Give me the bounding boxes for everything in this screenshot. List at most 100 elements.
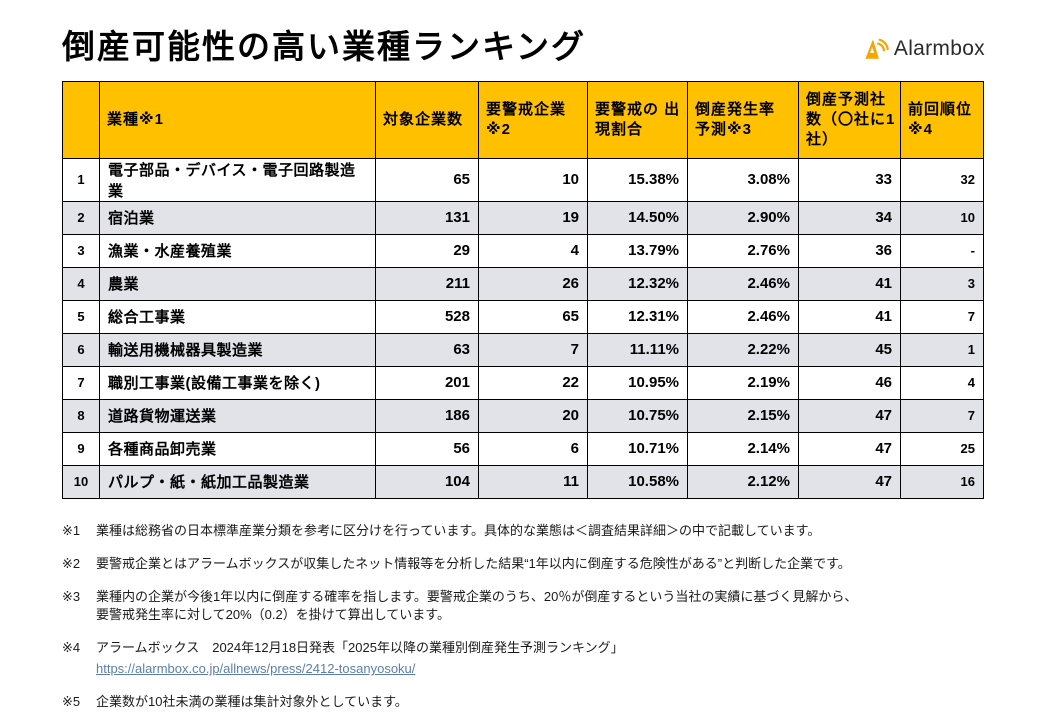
- cell-industry: 漁業・水産養殖業: [99, 233, 376, 268]
- cell-predicted: 33: [798, 157, 901, 202]
- page-header: 倒産可能性の高い業種ランキング Alarmbox: [62, 28, 985, 66]
- footnote-text: 企業数が10社未満の業種は集計対象外としています。: [96, 693, 408, 712]
- cell-rate: 2.15%: [687, 398, 799, 433]
- cell-rank: 7: [62, 365, 100, 400]
- cell-industry: 各種商品卸売業: [99, 431, 376, 466]
- table-row: 6 輸送用機械器具製造業 63 7 11.11% 2.22% 45 1: [62, 332, 984, 367]
- cell-rank: 1: [62, 157, 100, 202]
- cell-ratio: 10.75%: [587, 398, 688, 433]
- cell-companies: 104: [375, 464, 479, 499]
- cell-prev: 25: [900, 431, 984, 466]
- cell-rate: 2.90%: [687, 200, 799, 235]
- footnote-text: 業種内の企業が今後1年以内に倒産する確率を指します。要警戒企業のうち、20％が倒…: [96, 588, 857, 626]
- ranking-table: 業種※1 対象企業数 要警戒企業 ※2 要警戒の 出現割合 倒産発生率 予測※3…: [62, 80, 984, 499]
- footnote-line: 業種内の企業が今後1年以内に倒産する確率を指します。要警戒企業のうち、20％が倒…: [96, 588, 858, 604]
- cell-predicted: 47: [798, 398, 901, 433]
- cell-rate: 2.19%: [687, 365, 799, 400]
- footnote-label: ※5: [62, 694, 81, 709]
- cell-predicted: 41: [798, 299, 901, 334]
- cell-ratio: 12.32%: [587, 266, 688, 301]
- cell-prev: 7: [900, 299, 984, 334]
- cell-predicted: 47: [798, 464, 901, 499]
- footnote-text: 要警戒企業とはアラームボックスが収集したネット情報等を分析した結果“1年以内に倒…: [96, 555, 851, 574]
- header-companies: 対象企業数: [375, 80, 479, 159]
- footnote-line: 企業数が10社未満の業種は集計対象外としています。: [96, 694, 408, 709]
- header-warning: 要警戒企業 ※2: [478, 80, 588, 159]
- press-release-link[interactable]: https://alarmbox.co.jp/allnews/press/241…: [96, 661, 416, 677]
- cell-industry: 農業: [99, 266, 376, 301]
- cell-rate: 2.12%: [687, 464, 799, 499]
- cell-rank: 6: [62, 332, 100, 367]
- cell-companies: 186: [375, 398, 479, 433]
- cell-warning: 19: [478, 200, 588, 235]
- table-row: 2 宿泊業 131 19 14.50% 2.90% 34 10: [62, 200, 984, 235]
- cell-companies: 528: [375, 299, 479, 334]
- cell-companies: 63: [375, 332, 479, 367]
- cell-rank: 2: [62, 200, 100, 235]
- footnote-label: ※4: [62, 640, 81, 656]
- alarm-sound-icon: [862, 36, 889, 63]
- cell-rate: 2.22%: [687, 332, 799, 367]
- footnote-1: ※1 業種は総務省の日本標準産業分類を参考に区分けを行っています。具体的な業態は…: [62, 522, 985, 541]
- cell-prev: 1: [900, 332, 984, 367]
- table-row: 9 各種商品卸売業 56 6 10.71% 2.14% 47 25: [62, 431, 984, 466]
- cell-warning: 4: [478, 233, 588, 268]
- cell-companies: 65: [375, 157, 479, 202]
- footnote-line: 要警戒発生率に対して20%（0.2）を掛けて算出しています。: [96, 607, 451, 623]
- cell-warning: 20: [478, 398, 588, 433]
- cell-industry: 道路貨物運送業: [99, 398, 376, 433]
- cell-predicted: 46: [798, 365, 901, 400]
- cell-companies: 201: [375, 365, 479, 400]
- cell-rate: 2.14%: [687, 431, 799, 466]
- footnote-label: ※2: [62, 555, 81, 571]
- header-predicted: 倒産予測社数（〇社に1社）: [798, 80, 901, 159]
- header-rate: 倒産発生率 予測※3: [687, 80, 799, 159]
- cell-ratio: 10.58%: [587, 464, 688, 499]
- cell-ratio: 11.11%: [587, 332, 688, 367]
- table-body: 1 電子部品・デバイス・電子回路製造業 65 10 15.38% 3.08% 33 32 2 宿泊…: [62, 157, 984, 499]
- brand-logo: Alarmbox: [862, 36, 985, 63]
- cell-prev: 32: [900, 157, 984, 202]
- footnote-label: ※3: [62, 588, 81, 604]
- cell-prev: -: [900, 233, 984, 268]
- cell-warning: 22: [478, 365, 588, 400]
- footnote-3: ※3 業種内の企業が今後1年以内に倒産する確率を指します。要警戒企業のうち、20…: [62, 588, 985, 626]
- footnote-4: ※4 アラームボックス 2024年12月18日発表「2025年以降の業種別倒産発…: [62, 639, 985, 679]
- cell-companies: 131: [375, 200, 479, 235]
- cell-rank: 5: [62, 299, 100, 334]
- cell-warning: 26: [478, 266, 588, 301]
- table-row: 7 職別工事業(設備工事業を除く) 201 22 10.95% 2.19% 46 4: [62, 365, 984, 400]
- cell-industry: パルプ・紙・紙加工品製造業: [99, 464, 376, 499]
- table-header: 業種※1 対象企業数 要警戒企業 ※2 要警戒の 出現割合 倒産発生率 予測※3…: [62, 80, 984, 159]
- cell-rank: 8: [62, 398, 100, 433]
- cell-ratio: 15.38%: [587, 157, 688, 202]
- cell-industry: 輸送用機械器具製造業: [99, 332, 376, 367]
- footnote-line: アラームボックス 2024年12月18日発表「2025年以降の業種別倒産発生予測…: [96, 640, 624, 656]
- cell-predicted: 47: [798, 431, 901, 466]
- cell-warning: 65: [478, 299, 588, 334]
- cell-predicted: 45: [798, 332, 901, 367]
- cell-warning: 10: [478, 157, 588, 202]
- footnote-5: ※5 企業数が10社未満の業種は集計対象外としています。: [62, 693, 985, 712]
- cell-ratio: 10.95%: [587, 365, 688, 400]
- cell-rank: 9: [62, 431, 100, 466]
- footnote-line: 業種は総務省の日本標準産業分類を参考に区分けを行っています。具体的な業態は＜調査…: [96, 522, 821, 538]
- cell-prev: 3: [900, 266, 984, 301]
- cell-companies: 29: [375, 233, 479, 268]
- cell-rate: 2.46%: [687, 299, 799, 334]
- cell-industry: 総合工事業: [99, 299, 376, 334]
- cell-rate: 3.08%: [687, 157, 799, 202]
- cell-prev: 4: [900, 365, 984, 400]
- table-row: 1 電子部品・デバイス・電子回路製造業 65 10 15.38% 3.08% 33 32: [62, 157, 984, 202]
- footnote-label: ※1: [62, 522, 81, 538]
- brand-name: Alarmbox: [893, 37, 985, 61]
- header-rank: [62, 80, 100, 159]
- cell-companies: 56: [375, 431, 479, 466]
- cell-industry: 宿泊業: [99, 200, 376, 235]
- cell-industry: 電子部品・デバイス・電子回路製造業: [99, 157, 376, 202]
- cell-ratio: 14.50%: [587, 200, 688, 235]
- cell-rank: 4: [62, 266, 100, 301]
- cell-warning: 11: [478, 464, 588, 499]
- cell-prev: 7: [900, 398, 984, 433]
